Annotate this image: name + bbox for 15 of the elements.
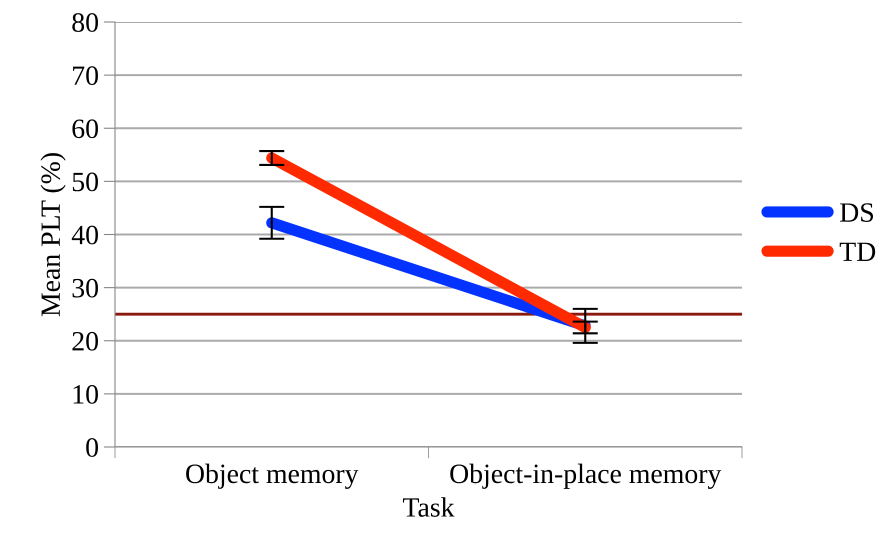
- x-tick-label: Object-in-place memory: [450, 464, 722, 489]
- y-tick-label: 20: [72, 332, 98, 351]
- y-tick-label: 30: [72, 278, 98, 298]
- y-tick-label: 0: [86, 438, 98, 457]
- legend-label: TD: [840, 242, 876, 261]
- y-tick-label: 70: [73, 66, 98, 86]
- x-tick-label: Object memory: [186, 464, 358, 489]
- y-tick-label: 80: [72, 13, 98, 32]
- y-tick-label: 10: [74, 385, 98, 404]
- x-axis-title: Task: [402, 497, 455, 517]
- y-tick-label: 60: [72, 119, 98, 138]
- y-tick-label: 50: [72, 172, 98, 192]
- y-tick-label: 40: [72, 226, 98, 244]
- y-axis-title: Mean PLT (%): [40, 153, 66, 316]
- legend-label: DS: [840, 203, 874, 222]
